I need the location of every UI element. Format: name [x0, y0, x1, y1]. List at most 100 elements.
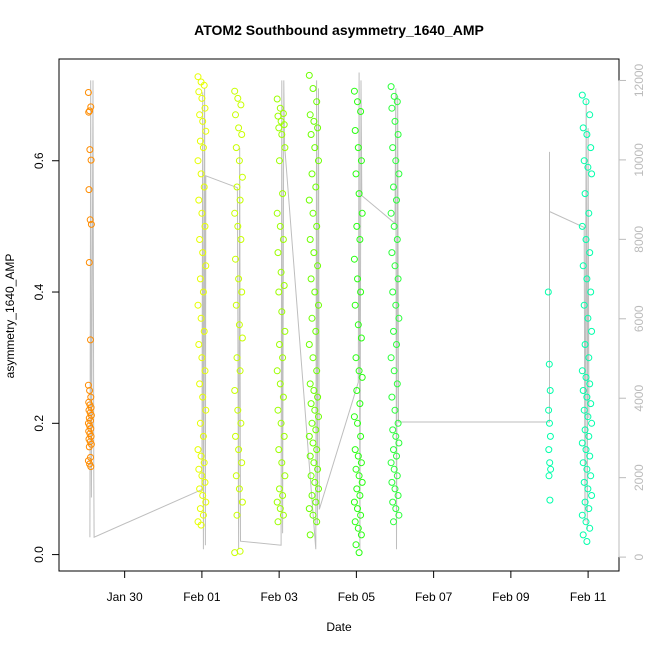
data-point — [196, 111, 204, 119]
data-point — [545, 446, 553, 454]
data-point — [309, 209, 317, 217]
data-point — [84, 89, 92, 96]
data-point — [197, 314, 205, 322]
data-point — [387, 459, 395, 467]
data-point — [588, 327, 596, 335]
data-point — [233, 354, 241, 362]
data-point — [306, 380, 314, 388]
data-point — [231, 209, 239, 217]
data-point — [238, 459, 246, 467]
data-point — [237, 236, 245, 243]
data-point — [232, 255, 239, 263]
data-point — [315, 157, 322, 165]
data-point — [276, 341, 283, 348]
data-point — [195, 341, 203, 348]
data-point — [310, 249, 318, 257]
data-point — [546, 419, 553, 427]
data-point — [584, 163, 592, 171]
data-point — [195, 465, 203, 473]
data-point — [315, 413, 322, 421]
data-point — [357, 511, 365, 519]
data-point — [196, 505, 204, 513]
data-point — [353, 485, 361, 493]
data-point — [202, 406, 210, 414]
data-point — [232, 432, 239, 440]
data-point — [238, 334, 246, 342]
data-point — [354, 321, 362, 329]
data-point — [388, 393, 396, 401]
data-point — [547, 465, 555, 473]
data-point — [584, 413, 592, 421]
data-point — [235, 446, 243, 454]
data-point — [350, 87, 358, 95]
data-point — [587, 144, 595, 152]
data-point — [356, 400, 364, 408]
data-point — [87, 336, 94, 344]
data-point — [352, 170, 360, 178]
data-point — [393, 341, 400, 348]
data-point — [235, 124, 243, 132]
data-point — [279, 354, 287, 362]
data-point — [314, 393, 322, 401]
data-point — [310, 459, 318, 467]
data-point — [309, 354, 317, 362]
data-point — [201, 104, 209, 112]
data-point — [357, 531, 365, 539]
data-point — [276, 222, 284, 230]
data-point — [200, 327, 208, 335]
data-point — [387, 83, 395, 91]
data-point — [274, 518, 282, 526]
data-point — [390, 465, 398, 473]
data-point — [84, 457, 92, 465]
data-point — [199, 511, 207, 519]
data-point — [280, 432, 288, 440]
data-point — [307, 472, 315, 480]
y-axis-right: 0 2000 4000 6000 8000 10000 12000 — [618, 63, 646, 560]
data-point — [202, 262, 210, 270]
data-point — [310, 117, 318, 125]
data-point — [352, 354, 360, 362]
data-point — [309, 511, 317, 519]
data-point — [355, 549, 363, 557]
data-point — [196, 236, 204, 243]
data-point — [588, 419, 596, 427]
data-point — [391, 485, 399, 493]
data-point — [584, 485, 592, 493]
data-point — [199, 492, 207, 499]
data-point — [199, 144, 207, 152]
data-point — [350, 413, 358, 421]
data-point — [305, 341, 313, 348]
data-point — [355, 367, 363, 375]
data-point — [311, 406, 319, 414]
data-point — [395, 314, 403, 322]
data-point — [578, 511, 586, 519]
data-point — [354, 524, 362, 532]
data-point — [394, 275, 402, 283]
data-point — [358, 478, 366, 486]
data-point — [313, 446, 321, 454]
data-point — [198, 94, 206, 102]
data-point — [195, 88, 203, 96]
data-point — [394, 419, 402, 427]
data-point — [395, 439, 403, 447]
data-point — [274, 249, 282, 257]
data-point — [199, 432, 207, 440]
data-point — [196, 137, 204, 145]
data-point — [196, 275, 204, 283]
y2-tick-label: 2000 — [632, 464, 646, 491]
data-point — [357, 108, 365, 115]
data-point — [356, 236, 364, 243]
data-point — [393, 236, 401, 243]
data-point — [305, 71, 313, 79]
data-point — [306, 111, 314, 119]
data-point — [86, 107, 94, 115]
data-point — [199, 249, 207, 257]
data-point — [308, 492, 316, 499]
data-point — [237, 419, 245, 427]
data-point — [586, 249, 594, 257]
data-point — [393, 98, 401, 106]
data-point — [194, 73, 202, 81]
data-point — [309, 439, 317, 447]
data-point — [276, 380, 284, 388]
data-point — [352, 465, 360, 473]
